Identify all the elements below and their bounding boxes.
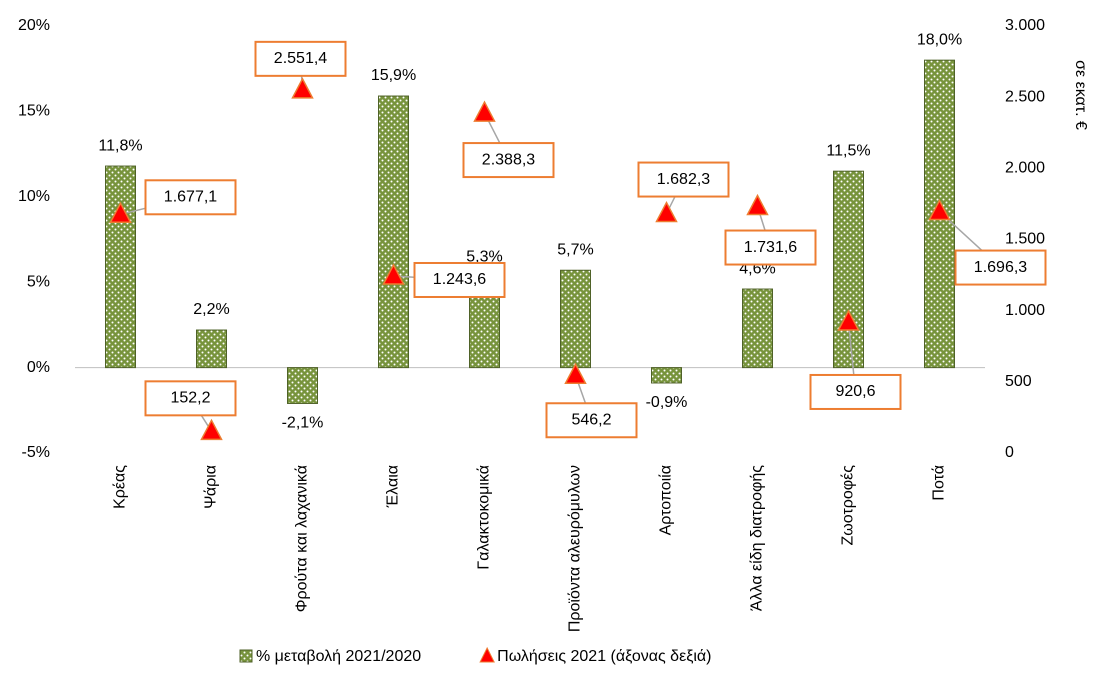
marker <box>291 77 314 99</box>
data-label: 2,2% <box>193 301 229 318</box>
data-label: 5,3% <box>466 248 502 265</box>
y2-tick-label: 2.000 <box>1005 160 1045 177</box>
x-tick-label: Αρτοποιία <box>658 465 675 535</box>
y2-tick-label: 3.000 <box>1005 17 1045 34</box>
label-box <box>637 161 730 198</box>
bar <box>833 170 864 369</box>
y-tick-label: 5% <box>27 273 50 290</box>
y-tick-label: 0% <box>27 359 50 376</box>
data-label: 18,0% <box>917 31 962 48</box>
marker <box>928 198 951 221</box>
label-box <box>462 142 555 179</box>
data-label: 546,2 <box>571 411 611 428</box>
marker <box>382 263 405 285</box>
legend-label: % μεταβολή 2021/2020 <box>256 648 421 665</box>
data-label: 2.388,3 <box>482 151 535 168</box>
data-label: 2.551,4 <box>274 50 327 67</box>
bar <box>378 95 409 369</box>
y-tick-label: 20% <box>18 17 50 34</box>
marker <box>746 193 769 216</box>
y2-axis-label: σε εκατ. € <box>1072 60 1089 130</box>
marker <box>655 200 678 223</box>
x-tick-label: Προϊόντα αλευρόμυλων <box>567 465 584 632</box>
x-tick-label: Ποτά <box>931 465 948 501</box>
data-label: 920,6 <box>835 383 875 400</box>
y-tick-label: 10% <box>18 188 50 205</box>
x-tick-label: Άλλα είδη διατροφής <box>749 465 766 611</box>
y2-tick-label: 0 <box>1005 444 1014 461</box>
y2-tick-label: 1.000 <box>1005 302 1045 319</box>
data-label: 5,7% <box>557 241 593 258</box>
label-box <box>144 179 237 216</box>
data-label: 11,8% <box>98 137 142 154</box>
data-label: 1.243,6 <box>433 271 486 288</box>
marker <box>837 309 860 331</box>
marker <box>109 201 132 224</box>
data-label: 152,2 <box>170 390 210 407</box>
label-box <box>724 229 817 266</box>
x-tick-label: Ζωοτροφές <box>840 465 857 546</box>
x-tick-label: Φρούτα και λαχανικά <box>294 465 311 612</box>
y2-tick-label: 1.500 <box>1005 231 1045 248</box>
bar <box>196 329 227 369</box>
label-box <box>254 40 347 77</box>
data-label: -0,9% <box>646 394 688 411</box>
y-tick-label: -5% <box>22 444 50 461</box>
marker <box>564 362 587 385</box>
bar <box>651 367 682 384</box>
data-label: 1.682,3 <box>657 171 710 188</box>
label-box <box>144 380 237 417</box>
label-box <box>545 402 638 439</box>
y2-tick-label: 500 <box>1005 373 1032 390</box>
data-label: 11,5% <box>826 142 870 159</box>
data-label: -2,1% <box>282 415 324 432</box>
label-box <box>809 373 902 410</box>
bar <box>742 288 773 369</box>
legend-swatch <box>479 646 495 663</box>
label-box <box>954 249 1047 286</box>
label-box <box>413 261 506 298</box>
y-tick-label: 15% <box>18 103 50 120</box>
x-tick-label: Γαλακτοκομικά <box>476 465 493 570</box>
marker <box>200 418 223 441</box>
data-label: 1.677,1 <box>164 189 217 206</box>
bar <box>287 367 318 404</box>
marker <box>473 100 496 122</box>
data-label: 15,9% <box>371 67 416 84</box>
x-tick-label: Έλαια <box>385 465 402 508</box>
legend-label: Πωλήσεις 2021 (άξονας δεξιά) <box>497 648 711 665</box>
y2-tick-label: 2.500 <box>1005 88 1045 105</box>
x-tick-label: Ψάρια <box>203 465 220 509</box>
legend-swatch <box>239 649 253 663</box>
x-tick-label: Κρέας <box>112 465 129 509</box>
data-label: 1.731,6 <box>744 239 797 256</box>
data-label: 1.696,3 <box>974 259 1027 276</box>
bar <box>560 269 591 369</box>
bar <box>105 165 136 369</box>
